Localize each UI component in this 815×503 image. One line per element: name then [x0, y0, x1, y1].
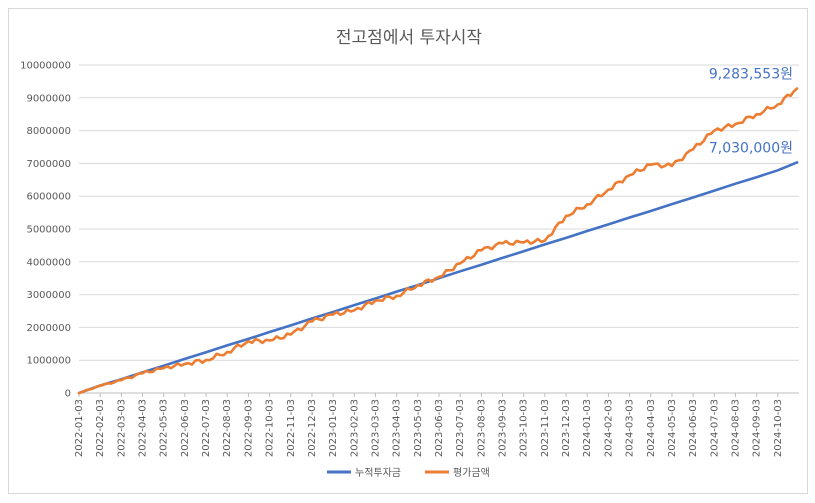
x-tick-label: 2023-08-03 [476, 399, 487, 457]
x-tick-label: 2023-12-03 [561, 399, 572, 457]
y-axis-ticks: 0 1000000 2000000 3000000 4000000 5000000 6000… [20, 61, 71, 400]
x-tick-label: 2024-02-03 [603, 399, 614, 457]
legend-label: 누적투자금 [355, 467, 401, 479]
legend[interactable]: 누적투자금 평가금액 [327, 467, 490, 479]
legend-label: 평가금액 [453, 467, 490, 479]
x-tick-label: 2024-07-03 [709, 399, 720, 457]
series-lines [77, 87, 799, 395]
chart-title: 전고점에서 투자시작 [336, 28, 483, 48]
y-tick-label: 5000000 [26, 225, 71, 236]
x-tick-label: 2024-06-03 [688, 399, 699, 457]
x-tick-label: 2024-03-03 [625, 399, 636, 457]
x-tick-label: 2022-08-03 [222, 399, 233, 457]
x-tick-label: 2022-09-03 [243, 399, 254, 457]
y-tick-label: 1000000 [26, 356, 71, 367]
y-tick-label: 6000000 [26, 192, 71, 203]
x-tick-label: 2023-05-03 [413, 399, 424, 457]
y-tick-label: 3000000 [26, 290, 71, 301]
x-tick-label: 2023-07-03 [455, 399, 466, 457]
x-tick-label: 2023-02-03 [349, 399, 360, 457]
y-tick-label: 2000000 [26, 323, 71, 334]
x-tick-label: 2022-06-03 [180, 399, 191, 457]
x-tick-label: 2023-11-03 [540, 399, 551, 457]
y-tick-label: 8000000 [26, 126, 71, 137]
y-tick-label: 4000000 [26, 257, 71, 268]
annotations: 9,283,553원 7,030,000원 [709, 66, 793, 156]
x-tick-label: 2022-07-03 [201, 399, 212, 457]
x-tick-label: 2022-05-03 [159, 399, 170, 457]
grid-lines [79, 64, 799, 394]
x-tick-label: 2022-01-03 [74, 399, 85, 457]
x-tick-label: 2022-02-03 [95, 399, 106, 457]
x-tick-label: 2023-10-03 [519, 399, 530, 457]
x-tick-label: 2022-10-03 [265, 399, 276, 457]
series-line-valuation [77, 87, 799, 395]
end-value-annotation: 7,030,000원 [709, 140, 793, 156]
x-tick-label: 2022-03-03 [116, 399, 127, 457]
x-tick-label: 2024-04-03 [646, 399, 657, 457]
x-tick-label: 2023-04-03 [392, 399, 403, 457]
line-chart: 전고점에서 투자시작 0 1000000 2000000 3000000 4000000… [20, 28, 799, 479]
x-tick-label: 2023-09-03 [498, 399, 509, 457]
x-tick-label: 2023-03-03 [370, 399, 381, 457]
x-tick-label: 2024-09-03 [752, 399, 763, 457]
y-tick-label: 7000000 [26, 159, 71, 170]
x-tick-label: 2023-01-03 [328, 399, 339, 457]
x-tick-label: 2024-08-03 [730, 399, 741, 457]
y-tick-label: 9000000 [26, 93, 71, 104]
x-tick-label: 2023-06-03 [434, 399, 445, 457]
x-tick-label: 2022-04-03 [138, 399, 149, 457]
x-axis-ticks: 2022-01-03 2022-02-03 2022-03-03 2022-04-03… [74, 393, 784, 457]
end-value-annotation: 9,283,553원 [709, 66, 793, 82]
x-tick-label: 2022-12-03 [307, 399, 318, 457]
y-tick-label: 0 [65, 389, 71, 400]
y-tick-label: 10000000 [20, 61, 71, 72]
x-tick-label: 2022-11-03 [286, 399, 297, 457]
x-tick-label: 2024-10-03 [773, 399, 784, 457]
x-tick-label: 2024-01-03 [582, 399, 593, 457]
x-tick-label: 2024-05-03 [667, 399, 678, 457]
chart-frame: 전고점에서 투자시작 0 1000000 2000000 3000000 4000000… [8, 8, 808, 494]
